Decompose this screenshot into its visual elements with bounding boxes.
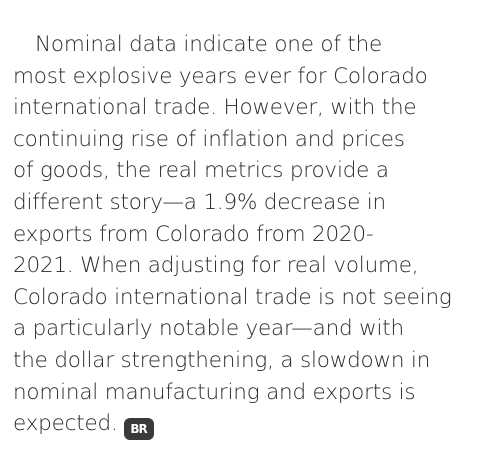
- text-line: international trade. However, with the: [13, 92, 483, 124]
- line-text: nominal manufacturing and exports is: [13, 379, 416, 405]
- text-line: nominal manufacturing and exports is: [13, 377, 483, 409]
- text-line: continuing rise of inflation and prices: [13, 124, 483, 156]
- text-line: most explosive years ever for Colorado: [13, 61, 483, 93]
- line-text: 2021. When adjusting for real volume,: [13, 253, 419, 279]
- text-line: exports from Colorado from 2020-: [13, 219, 483, 251]
- line-text: expected.: [13, 411, 118, 437]
- text-line: expected. BR: [13, 408, 483, 441]
- line-text: international trade. However, with the: [13, 95, 417, 121]
- line-text: continuing rise of inflation and prices: [13, 126, 405, 152]
- line-text: of goods, the real metrics provide a: [13, 158, 389, 184]
- article-body: Nominal data indicate one of the most exp…: [13, 29, 483, 441]
- text-line: different story—a 1.9% decrease in: [13, 187, 483, 219]
- text-line: Colorado international trade is not seei…: [13, 282, 483, 314]
- text-line: a particularly notable year—and with: [13, 313, 483, 345]
- line-text: exports from Colorado from 2020-: [13, 221, 374, 247]
- text-line: of goods, the real metrics provide a: [13, 155, 483, 187]
- text-line: the dollar strengthening, a slowdown in: [13, 345, 483, 377]
- line-text: a particularly notable year—and with: [13, 316, 404, 342]
- line-text: different story—a 1.9% decrease in: [13, 189, 386, 215]
- text-line: Nominal data indicate one of the: [13, 29, 483, 61]
- line-text: most explosive years ever for Colorado: [13, 63, 428, 89]
- logo: BR: [123, 418, 154, 441]
- line-text: Nominal data indicate one of the: [35, 32, 383, 57]
- text-line: 2021. When adjusting for real volume,: [13, 250, 483, 282]
- line-text: the dollar strengthening, a slowdown in: [13, 347, 431, 373]
- line-text: Colorado international trade is not seei…: [13, 284, 452, 310]
